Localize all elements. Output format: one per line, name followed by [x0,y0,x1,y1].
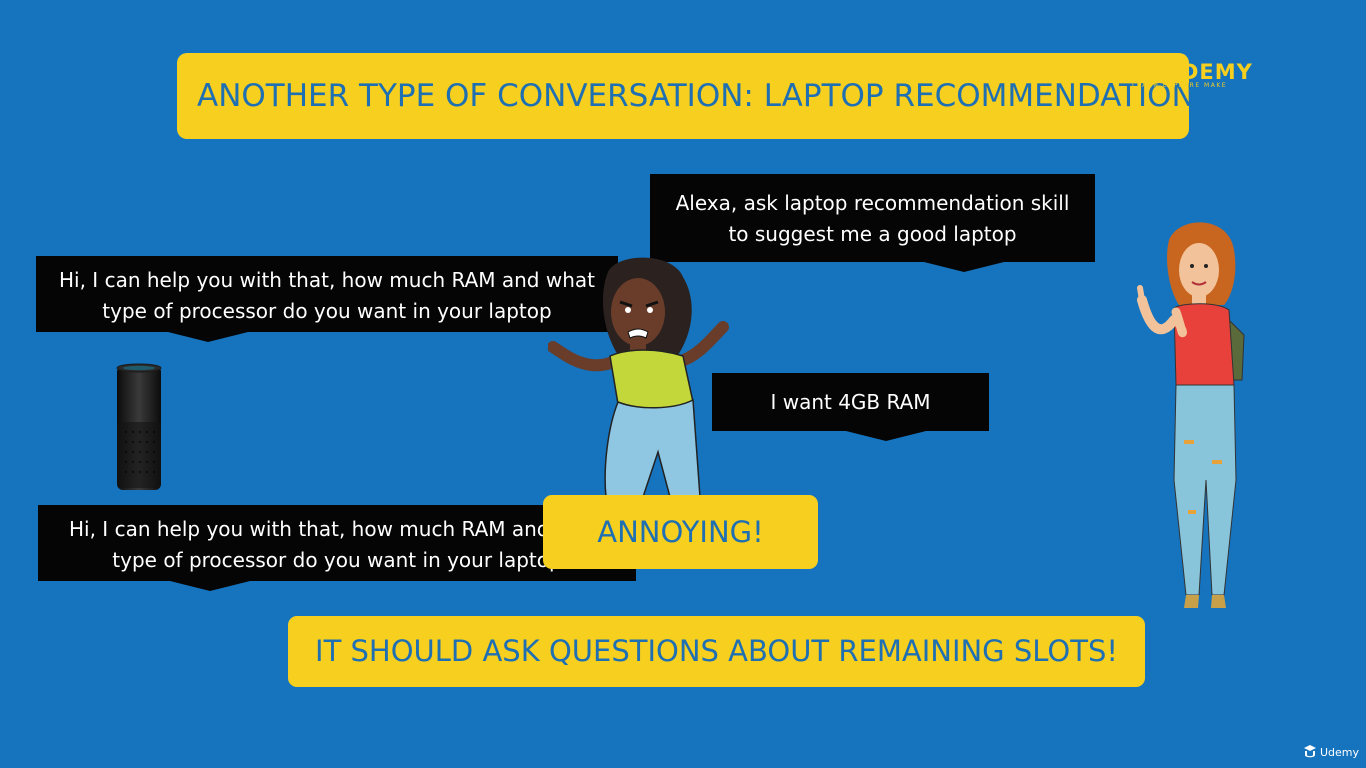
bubble-tail [846,431,926,441]
alexa-repeat-bubble: Hi, I can help you with that, how much R… [38,505,636,581]
bottom-message: IT SHOULD ASK QUESTIONS ABOUT REMAINING … [288,616,1145,687]
bubble-line: to suggest me a good laptop [728,222,1017,246]
bubble-tail [170,581,250,591]
udemy-label: Udemy [1320,745,1360,759]
udemy-watermark: Udemy [1304,742,1359,762]
slide-title: ANOTHER TYPE OF CONVERSATION: LAPTOP REC… [177,53,1189,139]
bubble-line: I want 4GB RAM [770,390,931,414]
bubble-line: Hi, I can help you with that, how much R… [59,268,595,292]
standing-woman-illustration [1137,222,1245,608]
alexa-reply-bubble: Hi, I can help you with that, how much R… [36,256,618,332]
logo-name: MAKERDEMY [1092,60,1253,84]
bubble-line: type of processor do you want in your la… [112,548,562,572]
logo-tagline: LEARN EXPLORE MAKE [1132,82,1228,89]
bubble-tail [168,332,248,342]
echo-speaker-icon [116,363,162,490]
annoyed-woman-illustration [548,257,729,497]
user-request-bubble: Alexa, ask laptop recommendation skill t… [650,174,1095,262]
bubble-line: Hi, I can help you with that, how much R… [69,517,605,541]
user-answer-bubble: I want 4GB RAM [712,373,989,431]
makerdemy-logo: MAKERDEMY LEARN EXPLORE MAKE [1092,60,1282,92]
annoying-label: ANNOYING! [543,495,818,569]
bubble-tail [924,262,1004,272]
bubble-line: type of processor do you want in your la… [102,299,552,323]
bubble-line: Alexa, ask laptop recommendation skill [675,191,1070,215]
udemy-logo-icon [1304,745,1316,758]
